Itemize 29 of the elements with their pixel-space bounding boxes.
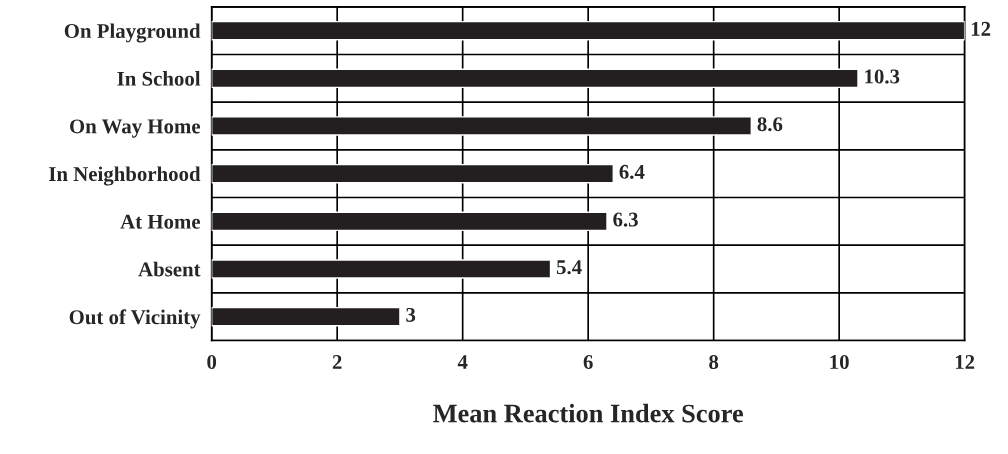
y-tick-label: Out of Vicinity	[69, 309, 201, 329]
bar	[211, 259, 552, 279]
x-tick-label: 4	[457, 355, 468, 369]
y-tick-label: In School	[117, 71, 201, 86]
x-tick-label: 8	[709, 354, 719, 370]
data-label: 6.3	[613, 212, 638, 227]
bar	[211, 68, 859, 89]
data-label: 12	[971, 21, 991, 36]
data-label: 8.6	[757, 117, 783, 132]
x-tick-label: 2	[332, 355, 342, 369]
bar	[211, 163, 614, 184]
x-tick-label: 12	[955, 355, 975, 369]
x-tick-label: 10	[830, 354, 849, 370]
x-axis-title: Mean Reaction Index Score	[433, 403, 743, 423]
x-tick-label: 0	[207, 354, 217, 370]
y-tick-label: In Neighborhood	[49, 166, 201, 186]
data-label: 10.3	[865, 69, 900, 84]
bar	[211, 116, 753, 136]
y-tick-label: On Way Home	[70, 119, 201, 138]
bar	[211, 211, 608, 232]
bar	[211, 306, 401, 327]
bar	[211, 20, 965, 41]
y-tick-label: Absent	[138, 261, 201, 277]
data-label: 3	[406, 307, 416, 322]
x-tick-label: 6	[583, 355, 593, 370]
data-label: 5.4	[556, 260, 582, 275]
data-label: 6.4	[619, 164, 645, 179]
y-tick-label: On Playground	[64, 23, 201, 43]
y-tick-label: At Home	[120, 214, 201, 229]
